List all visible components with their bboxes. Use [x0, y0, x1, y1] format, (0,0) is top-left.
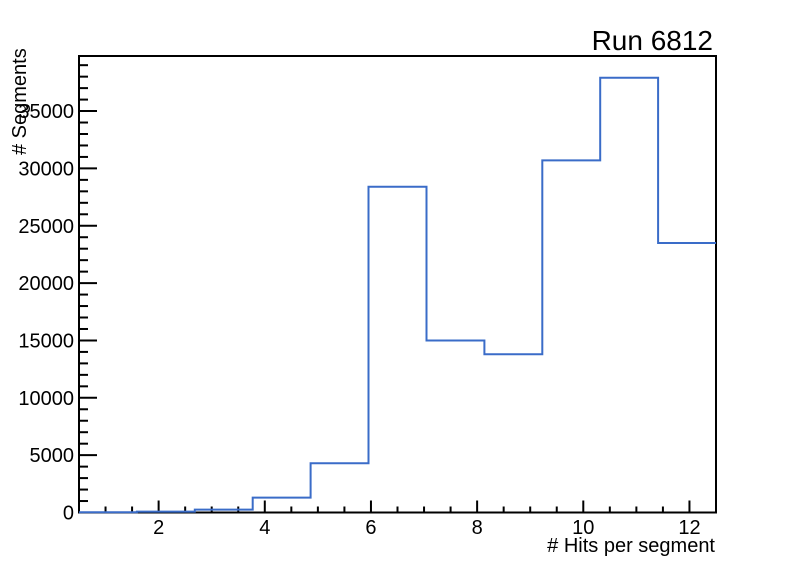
- x-axis-ticks: [104, 500, 691, 513]
- y-axis-tick-labels: 0 5000 10000 15000 20000 25000 30000 35000: [18, 101, 74, 524]
- histogram-line: [79, 76, 716, 514]
- plot-frame: [78, 55, 717, 514]
- y-axis-ticks: [79, 64, 97, 514]
- x-tick-label: 10: [572, 517, 594, 539]
- x-tick-label: 2: [153, 517, 164, 539]
- y-tick-label: 15000: [18, 330, 74, 352]
- x-tick-label: 12: [678, 517, 700, 539]
- y-tick-label: 10000: [18, 388, 74, 410]
- y-tick-label: 0: [63, 503, 74, 525]
- x-axis-title: # Hits per segment: [547, 535, 715, 557]
- y-axis-title: # Segments: [9, 48, 31, 155]
- x-axis-tick-labels: 2 4 6 8 10 12: [153, 517, 701, 539]
- chart-title: Run 6812: [592, 25, 713, 56]
- y-tick-label: 30000: [18, 158, 74, 180]
- x-tick-label: 4: [259, 517, 270, 539]
- x-tick-label: 8: [472, 517, 483, 539]
- x-tick-label: 6: [365, 517, 376, 539]
- y-tick-label: 35000: [18, 101, 74, 123]
- y-tick-label: 25000: [18, 216, 74, 238]
- y-tick-label: 5000: [30, 445, 75, 467]
- y-tick-label: 20000: [18, 273, 74, 295]
